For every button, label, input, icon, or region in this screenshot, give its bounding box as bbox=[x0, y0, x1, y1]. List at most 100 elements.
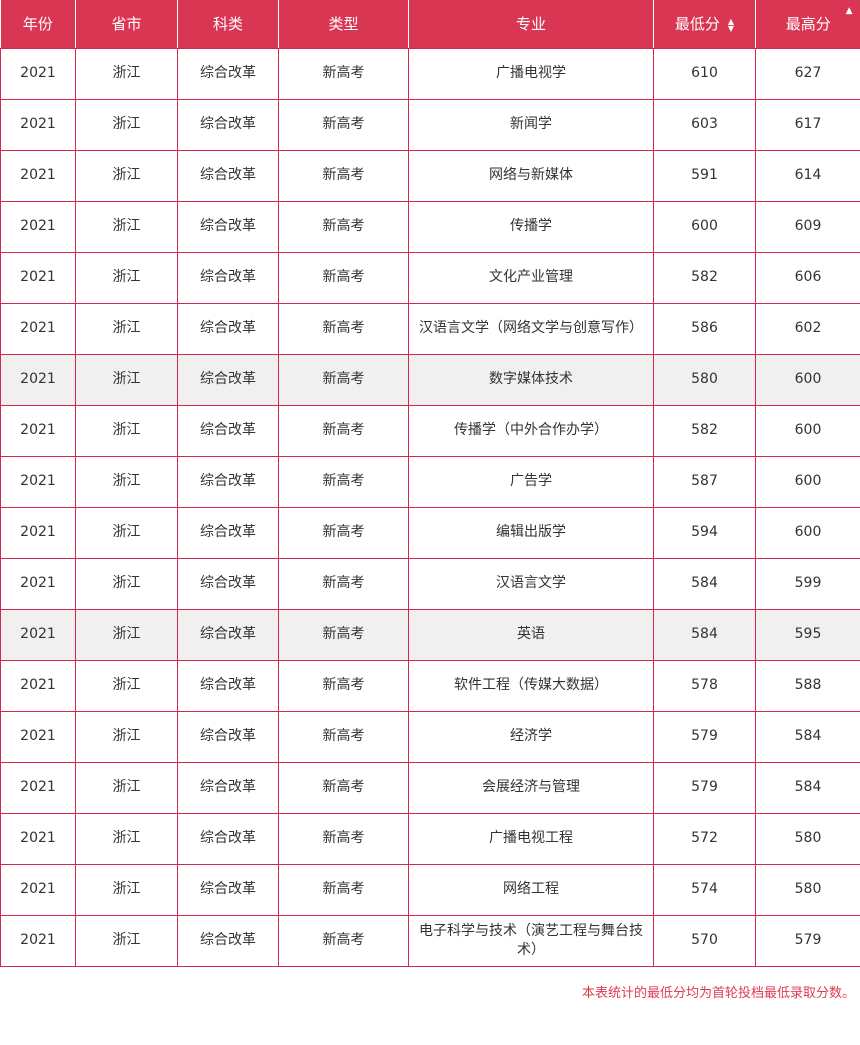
table-row: 2021 浙江 综合改革 新高考 广播电视学 610 627 bbox=[0, 47, 860, 100]
cell-type: 新高考 bbox=[278, 47, 409, 100]
col-header-major: 专业 bbox=[408, 0, 654, 49]
table-row: 2021 浙江 综合改革 新高考 英语 584 595 bbox=[0, 608, 860, 661]
cell-type: 新高考 bbox=[278, 506, 409, 559]
cell-major: 编辑出版学 bbox=[408, 506, 654, 559]
table-row: 2021 浙江 综合改革 新高考 数字媒体技术 580 600 bbox=[0, 353, 860, 406]
table-row: 2021 浙江 综合改革 新高考 传播学（中外合作办学） 582 600 bbox=[0, 404, 860, 457]
sort-up-icon: ▲ bbox=[727, 16, 735, 26]
footnote: 本表统计的最低分均为首轮投档最低录取分数。 bbox=[581, 985, 855, 1001]
cell-max-score: 614 bbox=[755, 149, 860, 202]
cell-province: 浙江 bbox=[75, 200, 178, 253]
table-row: 2021 浙江 综合改革 新高考 汉语言文学（网络文学与创意写作） 586 60… bbox=[0, 302, 860, 355]
cell-year: 2021 bbox=[0, 149, 76, 202]
table-row: 2021 浙江 综合改革 新高考 新闻学 603 617 bbox=[0, 98, 860, 151]
cell-subject-category: 综合改革 bbox=[177, 608, 279, 661]
cell-year: 2021 bbox=[0, 302, 76, 355]
cell-max-score: 602 bbox=[755, 302, 860, 355]
sort-both-icon[interactable]: ▲ ▼ bbox=[727, 16, 735, 33]
table-body: 2021 浙江 综合改革 新高考 广播电视学 610 627 2021 浙江 综… bbox=[0, 47, 860, 967]
sort-down-icon: ▼ bbox=[727, 23, 735, 33]
cell-max-score: 600 bbox=[755, 353, 860, 406]
cell-major: 广播电视工程 bbox=[408, 812, 654, 865]
cell-type: 新高考 bbox=[278, 149, 409, 202]
cell-max-score: 617 bbox=[755, 98, 860, 151]
col-header-min-score[interactable]: 最低分 ▲ ▼ bbox=[653, 0, 756, 49]
cell-major: 电子科学与技术（演艺工程与舞台技术） bbox=[408, 914, 654, 967]
cell-year: 2021 bbox=[0, 98, 76, 151]
table-row: 2021 浙江 综合改革 新高考 经济学 579 584 bbox=[0, 710, 860, 763]
cell-province: 浙江 bbox=[75, 506, 178, 559]
cell-province: 浙江 bbox=[75, 302, 178, 355]
cell-major: 汉语言文学 bbox=[408, 557, 654, 610]
cell-major: 数字媒体技术 bbox=[408, 353, 654, 406]
col-header-year: 年份 bbox=[0, 0, 76, 49]
cell-max-score: 606 bbox=[755, 251, 860, 304]
sort-asc-icon[interactable]: ▲ bbox=[845, 6, 853, 16]
cell-major: 网络工程 bbox=[408, 863, 654, 916]
admission-scores-table: 年份 省市 科类 类型 专业 最低分 ▲ ▼ 最高分 ▲ 2021 浙江 综合改革 新… bbox=[0, 0, 860, 967]
col-header-subject-category: 科类 bbox=[177, 0, 279, 49]
cell-min-score: 582 bbox=[653, 404, 756, 457]
cell-province: 浙江 bbox=[75, 608, 178, 661]
cell-type: 新高考 bbox=[278, 863, 409, 916]
cell-subject-category: 综合改革 bbox=[177, 149, 279, 202]
cell-province: 浙江 bbox=[75, 251, 178, 304]
cell-type: 新高考 bbox=[278, 608, 409, 661]
cell-subject-category: 综合改革 bbox=[177, 353, 279, 406]
cell-subject-category: 综合改革 bbox=[177, 710, 279, 763]
cell-major: 传播学（中外合作办学） bbox=[408, 404, 654, 457]
cell-major: 新闻学 bbox=[408, 98, 654, 151]
cell-subject-category: 综合改革 bbox=[177, 812, 279, 865]
cell-year: 2021 bbox=[0, 761, 76, 814]
cell-min-score: 584 bbox=[653, 557, 756, 610]
cell-year: 2021 bbox=[0, 914, 76, 967]
col-header-min-score-label: 最低分 bbox=[674, 15, 720, 34]
cell-major: 汉语言文学（网络文学与创意写作） bbox=[408, 302, 654, 355]
table-row: 2021 浙江 综合改革 新高考 广播电视工程 572 580 bbox=[0, 812, 860, 865]
cell-subject-category: 综合改革 bbox=[177, 200, 279, 253]
cell-type: 新高考 bbox=[278, 914, 409, 967]
cell-max-score: 584 bbox=[755, 761, 860, 814]
table-row: 2021 浙江 综合改革 新高考 广告学 587 600 bbox=[0, 455, 860, 508]
col-header-max-score[interactable]: 最高分 ▲ bbox=[755, 0, 860, 49]
cell-province: 浙江 bbox=[75, 455, 178, 508]
table-row: 2021 浙江 综合改革 新高考 文化产业管理 582 606 bbox=[0, 251, 860, 304]
table-row: 2021 浙江 综合改革 新高考 电子科学与技术（演艺工程与舞台技术） 570 … bbox=[0, 914, 860, 967]
cell-subject-category: 综合改革 bbox=[177, 302, 279, 355]
cell-max-score: 627 bbox=[755, 47, 860, 100]
cell-subject-category: 综合改革 bbox=[177, 47, 279, 100]
cell-type: 新高考 bbox=[278, 659, 409, 712]
cell-year: 2021 bbox=[0, 557, 76, 610]
cell-major: 经济学 bbox=[408, 710, 654, 763]
cell-subject-category: 综合改革 bbox=[177, 98, 279, 151]
cell-max-score: 580 bbox=[755, 812, 860, 865]
cell-type: 新高考 bbox=[278, 98, 409, 151]
cell-subject-category: 综合改革 bbox=[177, 761, 279, 814]
table-row: 2021 浙江 综合改革 新高考 网络工程 574 580 bbox=[0, 863, 860, 916]
cell-min-score: 586 bbox=[653, 302, 756, 355]
cell-min-score: 572 bbox=[653, 812, 756, 865]
cell-province: 浙江 bbox=[75, 557, 178, 610]
cell-min-score: 579 bbox=[653, 761, 756, 814]
cell-year: 2021 bbox=[0, 455, 76, 508]
cell-subject-category: 综合改革 bbox=[177, 659, 279, 712]
cell-province: 浙江 bbox=[75, 812, 178, 865]
cell-min-score: 579 bbox=[653, 710, 756, 763]
table-row: 2021 浙江 综合改革 新高考 会展经济与管理 579 584 bbox=[0, 761, 860, 814]
table-header: 年份 省市 科类 类型 专业 最低分 ▲ ▼ 最高分 ▲ bbox=[0, 0, 860, 49]
cell-max-score: 580 bbox=[755, 863, 860, 916]
header-row: 年份 省市 科类 类型 专业 最低分 ▲ ▼ 最高分 ▲ bbox=[0, 0, 860, 49]
cell-max-score: 600 bbox=[755, 506, 860, 559]
cell-year: 2021 bbox=[0, 353, 76, 406]
cell-type: 新高考 bbox=[278, 302, 409, 355]
table-row: 2021 浙江 综合改革 新高考 网络与新媒体 591 614 bbox=[0, 149, 860, 202]
cell-max-score: 599 bbox=[755, 557, 860, 610]
cell-min-score: 603 bbox=[653, 98, 756, 151]
cell-type: 新高考 bbox=[278, 557, 409, 610]
cell-subject-category: 综合改革 bbox=[177, 557, 279, 610]
cell-subject-category: 综合改革 bbox=[177, 914, 279, 967]
cell-min-score: 591 bbox=[653, 149, 756, 202]
cell-type: 新高考 bbox=[278, 812, 409, 865]
cell-max-score: 595 bbox=[755, 608, 860, 661]
